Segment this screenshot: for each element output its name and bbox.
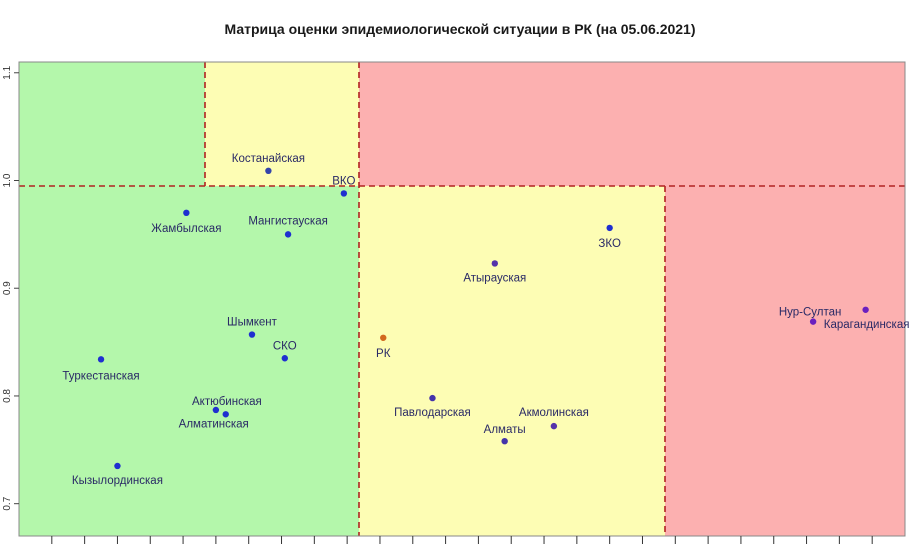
point-17 [114,462,121,470]
point-2 [183,209,190,217]
point-label-13: Актюбинская [192,396,262,408]
point-label-16: Алматы [484,424,526,436]
point-label-10: СКО [273,340,297,352]
point-9 [380,334,387,341]
point-12 [429,394,436,402]
point-7 [862,306,869,313]
point-16 [501,438,508,445]
zone-green-low [19,186,359,536]
point-14 [222,411,229,418]
zone-red-right [665,186,905,536]
point-label-17: Кызылординская [72,475,163,487]
x-axis [51,536,873,544]
point-labels: Костанайская ВКО Жамбылская Мангистауская ЗК… [62,153,909,487]
point-label-1: ВКО [332,175,355,187]
point-label-7: Карагандинская [824,319,910,331]
y-tick-label-3: 1.0 [2,173,13,187]
point-6 [809,318,817,325]
y-tick-label-0: 0.7 [2,496,13,510]
zone-yellow-middle [359,186,665,536]
point-0 [265,167,272,175]
point-label-11: Туркестанская [62,370,139,382]
point-label-12: Павлодарская [394,407,471,419]
point-11 [97,356,105,363]
chart-title: Матрица оценки эпидемиологической ситуац… [224,21,695,37]
point-4 [606,224,613,232]
data-points [97,167,869,470]
point-1 [340,190,348,197]
point-label-0: Костанайская [232,153,305,165]
y-tick-label-4: 1.1 [2,65,13,79]
point-5 [491,260,499,267]
point-label-14: Алматинская [179,418,249,430]
zone-yellow-top [205,62,359,186]
point-3 [284,231,292,238]
point-label-4: ЗКО [598,238,621,250]
point-label-2: Жамбылская [151,223,221,235]
point-label-15: Акмолинская [519,407,589,419]
point-label-5: Атырауская [463,272,526,284]
zone-rectangles [19,62,905,536]
plot-frame [18,61,906,537]
point-15 [550,422,558,430]
point-label-8: Шымкент [227,317,278,329]
zone-green-top [19,62,205,186]
point-label-6: Нур-Султан [779,307,842,319]
point-label-3: Мангистауская [248,215,328,227]
point-8 [248,331,256,338]
zone-dividers [19,62,905,536]
y-axis: 0.7 0.8 0.9 1.0 1.1 [2,65,19,511]
point-13 [212,406,220,414]
zone-red-top [359,62,905,186]
y-tick-label-2: 0.9 [2,281,13,295]
plot-border [18,61,906,537]
point-label-9: РК [376,348,391,360]
y-tick-label-1: 0.8 [2,389,13,403]
point-10 [281,355,288,362]
